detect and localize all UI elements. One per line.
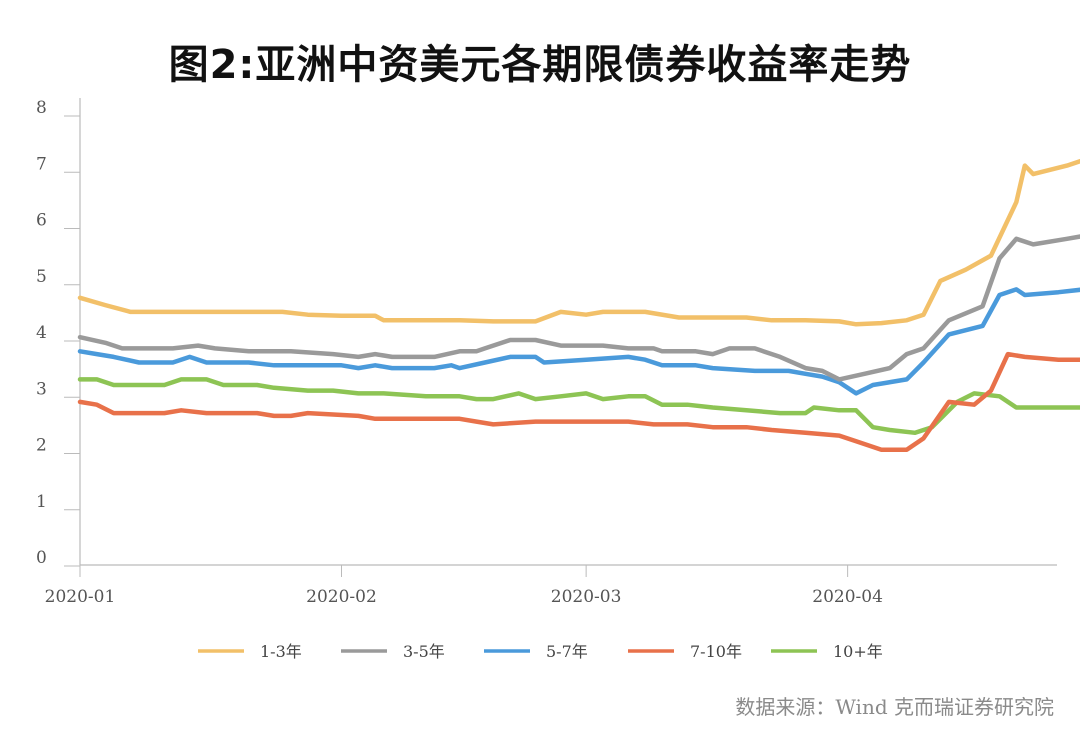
- y-tick-label: 3: [36, 379, 47, 399]
- series-line-1: [77, 234, 1080, 382]
- y-tick-label: 6: [36, 211, 47, 231]
- chart-title: 图2:亚洲中资美元各期限债券收益率走势: [168, 42, 912, 88]
- y-tick-label: 2: [36, 436, 47, 456]
- x-tick-label: 2020-03: [551, 587, 622, 607]
- x-tick-label: 2020-04: [812, 587, 883, 607]
- x-tick-label: 2020-02: [306, 587, 377, 607]
- y-tick-label: 1: [36, 492, 47, 512]
- x-axis-ticks: 2020-01 2020-02 2020-03 2020-04: [45, 565, 883, 607]
- legend-label: 5-7年: [546, 642, 588, 661]
- legend-label: 10+年: [833, 642, 883, 661]
- series-layer: [77, 158, 1080, 452]
- series-line-4: [77, 377, 1080, 436]
- series-line-3: [77, 351, 1080, 452]
- x-tick-label: 2020-01: [45, 587, 116, 607]
- series-line-2: [77, 287, 1080, 396]
- y-tick-label: 4: [36, 323, 47, 343]
- y-tick-label: 7: [36, 154, 47, 174]
- series-line-0: [77, 158, 1080, 327]
- y-tick-label: 0: [36, 548, 47, 568]
- legend-label: 3-5年: [403, 642, 445, 661]
- y-tick-label: 8: [36, 98, 47, 118]
- source-note: 数据来源：Wind 克而瑞证券研究院: [735, 695, 1054, 719]
- legend: 1-3年 3-5年 5-7年 7-10年 10+年: [198, 642, 883, 661]
- y-axis-ticks: 0 1 2 3 4 5 6 7 8: [36, 98, 80, 568]
- legend-label: 7-10年: [690, 642, 742, 661]
- y-tick-label: 5: [36, 267, 47, 287]
- legend-label: 1-3年: [260, 642, 302, 661]
